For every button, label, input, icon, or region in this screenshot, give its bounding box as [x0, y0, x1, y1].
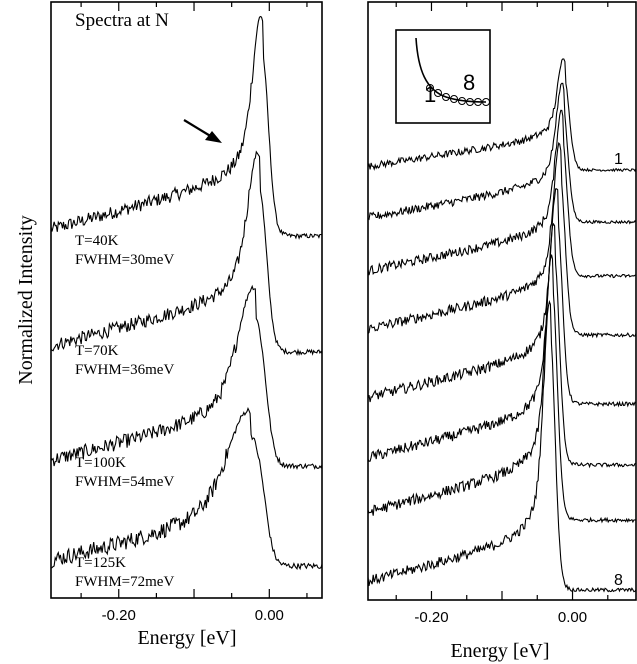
spectrum-line: [367, 222, 637, 469]
inset-k-point: [442, 93, 450, 101]
right-series-labels: 18: [614, 151, 623, 589]
right-x-axis-label: Energy [eV]: [450, 640, 549, 662]
spectrum-line: [367, 109, 637, 279]
x-tick-label: 0.00: [255, 607, 284, 624]
spectrum-line: [367, 141, 637, 339]
series-label: FWHM=36meV: [75, 362, 174, 378]
series-label: FWHM=30meV: [75, 252, 174, 268]
inset-k-point: [482, 98, 490, 106]
series-label: FWHM=54meV: [75, 474, 174, 490]
inset-k-point: [466, 98, 474, 106]
left-x-ticks: [80, 2, 308, 598]
series-label: T=100K: [75, 455, 126, 471]
right-x-ticks: [395, 2, 609, 600]
inset-k-point: [474, 98, 482, 106]
spectrum-line: [50, 284, 323, 471]
inset-k-point: [426, 84, 434, 92]
inset-k-point: [458, 97, 466, 105]
inset-label-end: 8: [463, 70, 475, 95]
inset-frame: [395, 29, 491, 124]
right-spectra: [367, 58, 637, 593]
series-label: 8: [614, 572, 623, 589]
y-axis-label: Normalized Intensity: [15, 215, 37, 384]
right-x-tick-labels: -0.20 0.00: [414, 609, 587, 626]
inset-k-point: [434, 89, 442, 97]
inset: 1 8: [395, 29, 491, 124]
series-label: T=70K: [75, 343, 119, 359]
spectrum-line: [367, 188, 637, 408]
inset-k-point: [450, 95, 458, 103]
spectrum-line: [367, 254, 637, 524]
spectrum-line: [50, 150, 323, 356]
left-x-axis-label: Energy [eV]: [137, 627, 236, 649]
inset-label-start: 1: [424, 82, 436, 107]
spectrum-line: [367, 82, 637, 225]
left-spectra: [50, 15, 323, 571]
left-series-labels: T=40K FWHM=30meV T=70K FWHM=36meV T=100K FWHM…: [75, 233, 174, 590]
left-x-tick-labels: -0.20 0.00: [102, 607, 284, 624]
spectrum-line: [367, 300, 637, 593]
spectrum-line: [367, 58, 637, 173]
series-label: FWHM=72meV: [75, 574, 174, 590]
arrow-icon: [205, 131, 222, 143]
x-tick-label: 0.00: [558, 609, 587, 626]
inset-k-points: [426, 84, 490, 106]
spectrum-line: [50, 407, 323, 571]
x-tick-label: -0.20: [414, 609, 448, 626]
arrow-annotation: [183, 119, 222, 143]
left-panel: Spectra at N T=40K FWHM=30meV T=70K FWHM=36…: [15, 1, 323, 649]
right-panel: 18 1 8 -0.20 0.00 Energy [eV]: [367, 1, 637, 662]
spectrum-line: [50, 15, 323, 240]
left-panel-title: Spectra at N: [75, 10, 169, 31]
series-label: T=40K: [75, 233, 119, 249]
inset-fermi-surface-curve: [415, 37, 487, 103]
x-tick-label: -0.20: [102, 607, 136, 624]
series-label: T=125K: [75, 555, 126, 571]
left-plot-frame: [50, 1, 323, 599]
series-label: 1: [614, 151, 623, 168]
